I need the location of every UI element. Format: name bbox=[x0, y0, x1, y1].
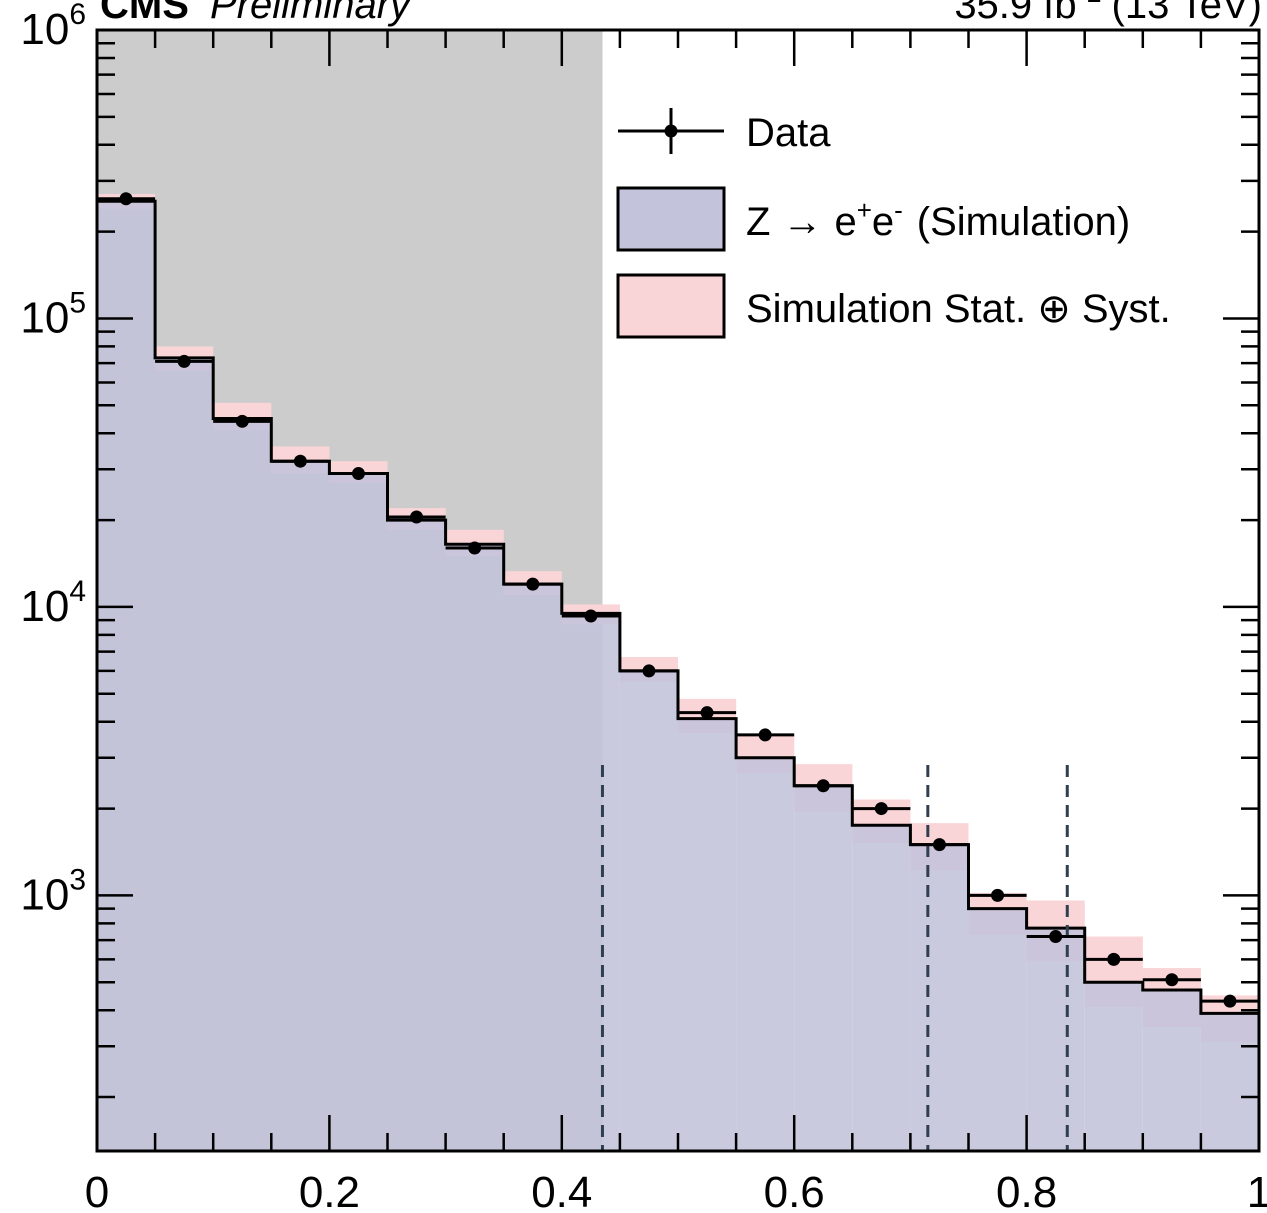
legend-swatch-simulation bbox=[616, 186, 726, 252]
y-tick-label: 105 bbox=[20, 286, 86, 342]
simulation-bin bbox=[736, 757, 795, 1151]
x-tick-label: 0 bbox=[85, 1168, 109, 1213]
legend-label-data: Data bbox=[746, 111, 831, 155]
axis-ticks bbox=[95, 30, 1261, 1151]
y-tick-label: 106 bbox=[20, 0, 86, 54]
x-tick-label: 0.8 bbox=[996, 1168, 1057, 1213]
data-point bbox=[874, 802, 888, 816]
data-points bbox=[97, 192, 1259, 1008]
tick-labels: 0 0.2 0.4 0.6 0.8 1 103 104 105 106 bbox=[20, 0, 1267, 1213]
data-point bbox=[758, 728, 772, 742]
uncertainty-upper bbox=[736, 734, 795, 758]
luminosity-label: 35.9 fb-1(13 TeV) bbox=[954, 0, 1262, 27]
simulation-bin bbox=[271, 461, 330, 1152]
data-point bbox=[816, 779, 830, 793]
x-tick-label: 0.2 bbox=[299, 1168, 360, 1213]
uncertainty-upper bbox=[213, 402, 272, 419]
simulation-bin bbox=[155, 357, 214, 1151]
simulation-bin bbox=[445, 544, 504, 1151]
simulation-bin bbox=[794, 785, 853, 1151]
legend-data-marker bbox=[664, 124, 678, 138]
simulation-fill bbox=[97, 201, 1259, 1152]
simulation-bin bbox=[387, 520, 446, 1151]
simulation-bin bbox=[678, 718, 737, 1151]
simulation-bin bbox=[1142, 989, 1201, 1151]
uncertainty-upper bbox=[1026, 900, 1085, 929]
data-point bbox=[1049, 930, 1063, 944]
data-point bbox=[235, 414, 249, 428]
legend-entry-uncertainty: Simulation Stat. ⊕ Syst. bbox=[616, 273, 1171, 339]
data-point bbox=[119, 192, 133, 206]
data-point bbox=[584, 609, 598, 623]
data-point bbox=[177, 354, 191, 368]
uncertainty-upper bbox=[155, 346, 214, 358]
y-tick-label: 104 bbox=[20, 575, 86, 631]
data-point bbox=[1107, 952, 1121, 966]
data-point bbox=[468, 541, 482, 555]
data-point bbox=[526, 577, 540, 591]
data-point bbox=[642, 664, 656, 678]
simulation-bin bbox=[1084, 982, 1143, 1151]
data-point bbox=[932, 838, 946, 852]
legend-label-uncertainty: Simulation Stat. ⊕ Syst. bbox=[746, 287, 1171, 331]
simulation-bin bbox=[1200, 1013, 1259, 1151]
simulation-bin bbox=[329, 473, 388, 1151]
x-tick-label: 0.6 bbox=[764, 1168, 825, 1213]
legend-entry-simulation: Z → e+e- (Simulation) bbox=[616, 186, 1130, 252]
data-point bbox=[1223, 994, 1237, 1008]
simulation-bin bbox=[1026, 928, 1085, 1151]
data-point bbox=[293, 454, 307, 468]
uncertainty-upper bbox=[794, 764, 853, 786]
data-point bbox=[700, 706, 714, 720]
simulation-bin bbox=[213, 418, 272, 1152]
simulation-bin bbox=[619, 670, 678, 1151]
simulation-bin bbox=[910, 844, 969, 1151]
data-point bbox=[410, 510, 424, 524]
uncertainty-upper bbox=[619, 657, 678, 671]
data-point bbox=[1165, 973, 1179, 987]
legend-entry-data: Data bbox=[618, 108, 831, 155]
simulation-bin bbox=[968, 908, 1027, 1151]
data-point bbox=[991, 888, 1005, 902]
legend-label-simulation: Z → e+e- (Simulation) bbox=[746, 195, 1130, 244]
boundary-lines bbox=[600, 765, 1069, 1151]
simulation-bin bbox=[561, 613, 620, 1151]
uncertainty-upper bbox=[561, 604, 620, 614]
simulation-bin bbox=[97, 201, 156, 1151]
data-point bbox=[351, 467, 365, 481]
x-tick-label: 1 bbox=[1247, 1168, 1267, 1213]
experiment-label: CMS Preliminary bbox=[100, 0, 413, 27]
uncertainty-upper bbox=[271, 446, 330, 462]
y-tick-label: 103 bbox=[20, 863, 86, 919]
x-tick-label: 0.4 bbox=[531, 1168, 592, 1213]
simulation-bin bbox=[503, 584, 562, 1151]
legend: Data Z → e+e- (Simulation) Simulation Stat.… bbox=[616, 108, 1171, 339]
uncertainty-upper bbox=[910, 823, 969, 845]
uncertainty-upper bbox=[445, 529, 504, 545]
legend-swatch-uncertainty bbox=[616, 273, 726, 339]
simulation-bin bbox=[852, 825, 911, 1151]
